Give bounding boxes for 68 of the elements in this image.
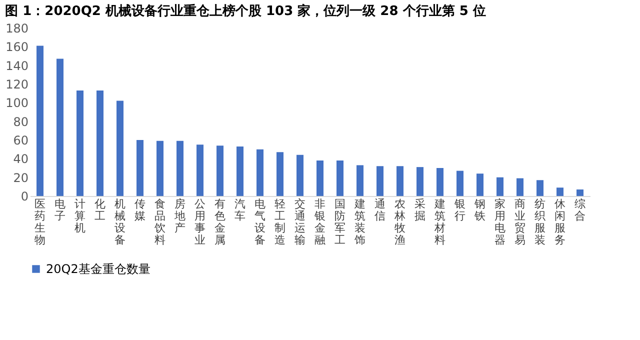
- x-tick-label: 休闲服务: [554, 198, 566, 246]
- x-tick-label: 电气设备: [254, 198, 266, 246]
- y-tick-label: 0: [20, 190, 28, 204]
- bar: [376, 166, 384, 196]
- x-tick-label: 有色金属: [214, 198, 226, 246]
- bar: [236, 146, 244, 196]
- x-tick-label: 机械设备: [114, 198, 126, 246]
- bar: [496, 177, 504, 196]
- x-tick-label: 医药生物: [34, 198, 46, 246]
- bar: [256, 149, 264, 196]
- x-tick-label: 化工: [94, 198, 106, 222]
- bar: [156, 140, 164, 196]
- x-tick-label: 房地产: [174, 198, 186, 234]
- bar: [136, 140, 144, 196]
- bar: [396, 166, 404, 196]
- bar: [196, 144, 204, 196]
- bar: [76, 90, 84, 196]
- x-tick-label: 商业贸易: [514, 198, 526, 246]
- y-tick-label: 120: [6, 78, 28, 92]
- bar: [36, 46, 44, 196]
- y-tick-label: 100: [6, 96, 28, 110]
- bar: [476, 174, 484, 196]
- x-tick-label: 钢铁: [474, 198, 486, 222]
- y-tick-label: 140: [6, 58, 28, 73]
- x-tick-label: 纺织服装: [534, 198, 546, 246]
- bar: [556, 188, 564, 196]
- x-tick-label: 传媒: [134, 198, 146, 222]
- y-tick-label: 60: [13, 134, 28, 148]
- chart-title: 图 1：2020Q2 机械设备行业重仓上榜个股 103 家，位列一级 28 个行业第 5 位: [5, 3, 486, 19]
- x-tick-label: 家用电器: [494, 198, 506, 246]
- x-tick-label: 非银金融: [314, 198, 326, 246]
- y-tick-label: 160: [6, 40, 28, 54]
- bar: [296, 154, 304, 196]
- bar: [96, 90, 104, 196]
- bar: [516, 178, 524, 196]
- x-tick-label: 交通运输: [294, 198, 306, 246]
- x-tick-label: 通信: [374, 198, 386, 222]
- x-tick-label: 电子: [54, 198, 66, 222]
- bar: [576, 189, 584, 196]
- x-tick-label: 公用事业: [194, 198, 206, 246]
- bar: [276, 152, 284, 196]
- bar: [316, 160, 324, 196]
- bar: [436, 168, 444, 196]
- y-tick-label: 180: [6, 22, 28, 36]
- bar: [536, 180, 544, 196]
- bar: [176, 140, 184, 196]
- bar: [416, 167, 424, 196]
- x-tick-label: 轻工制造: [274, 198, 286, 246]
- x-tick-label: 采掘: [414, 198, 426, 222]
- x-tick-label: 银行: [454, 198, 466, 222]
- x-tick-label: 国防军工: [334, 198, 346, 246]
- x-tick-label: 建筑材料: [434, 198, 446, 246]
- bar: [216, 146, 224, 196]
- x-tick-label: 汽车: [234, 198, 246, 222]
- y-tick-label: 20: [13, 170, 28, 185]
- x-tick-label: 计算机: [74, 198, 86, 234]
- y-tick-label: 80: [13, 114, 28, 129]
- bar: [56, 58, 64, 196]
- y-tick-label: 40: [13, 152, 28, 166]
- bar: [456, 170, 464, 196]
- x-tick-label: 综合: [574, 198, 586, 222]
- bar: [116, 100, 124, 196]
- bar: [356, 165, 364, 196]
- legend-label: 20Q2基金重仓数量: [46, 262, 150, 276]
- x-tick-label: 建筑装饰: [354, 198, 366, 246]
- bar: [336, 160, 344, 196]
- x-tick-label: 食品饮料: [154, 198, 166, 246]
- x-tick-label: 农林牧渔: [394, 198, 406, 246]
